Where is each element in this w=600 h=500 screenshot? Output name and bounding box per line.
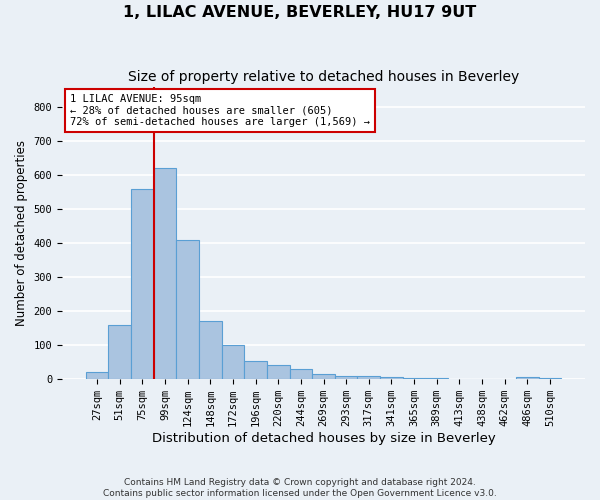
Bar: [516, 377, 539, 379]
Bar: [154, 168, 176, 379]
Bar: [131, 188, 154, 379]
Bar: [448, 378, 470, 379]
Text: 1 LILAC AVENUE: 95sqm
← 28% of detached houses are smaller (605)
72% of semi-det: 1 LILAC AVENUE: 95sqm ← 28% of detached …: [70, 94, 370, 127]
X-axis label: Distribution of detached houses by size in Beverley: Distribution of detached houses by size …: [152, 432, 496, 445]
Bar: [244, 360, 267, 379]
Y-axis label: Number of detached properties: Number of detached properties: [15, 140, 28, 326]
Bar: [176, 240, 199, 379]
Bar: [403, 378, 425, 379]
Text: Contains HM Land Registry data © Crown copyright and database right 2024.
Contai: Contains HM Land Registry data © Crown c…: [103, 478, 497, 498]
Bar: [109, 325, 131, 379]
Title: Size of property relative to detached houses in Beverley: Size of property relative to detached ho…: [128, 70, 519, 84]
Text: 1, LILAC AVENUE, BEVERLEY, HU17 9UT: 1, LILAC AVENUE, BEVERLEY, HU17 9UT: [124, 5, 476, 20]
Bar: [290, 369, 312, 379]
Bar: [221, 344, 244, 379]
Bar: [358, 376, 380, 379]
Bar: [86, 372, 109, 379]
Bar: [267, 365, 290, 379]
Bar: [199, 322, 221, 379]
Bar: [380, 377, 403, 379]
Bar: [425, 378, 448, 379]
Bar: [539, 378, 561, 379]
Bar: [312, 374, 335, 379]
Bar: [335, 376, 358, 379]
